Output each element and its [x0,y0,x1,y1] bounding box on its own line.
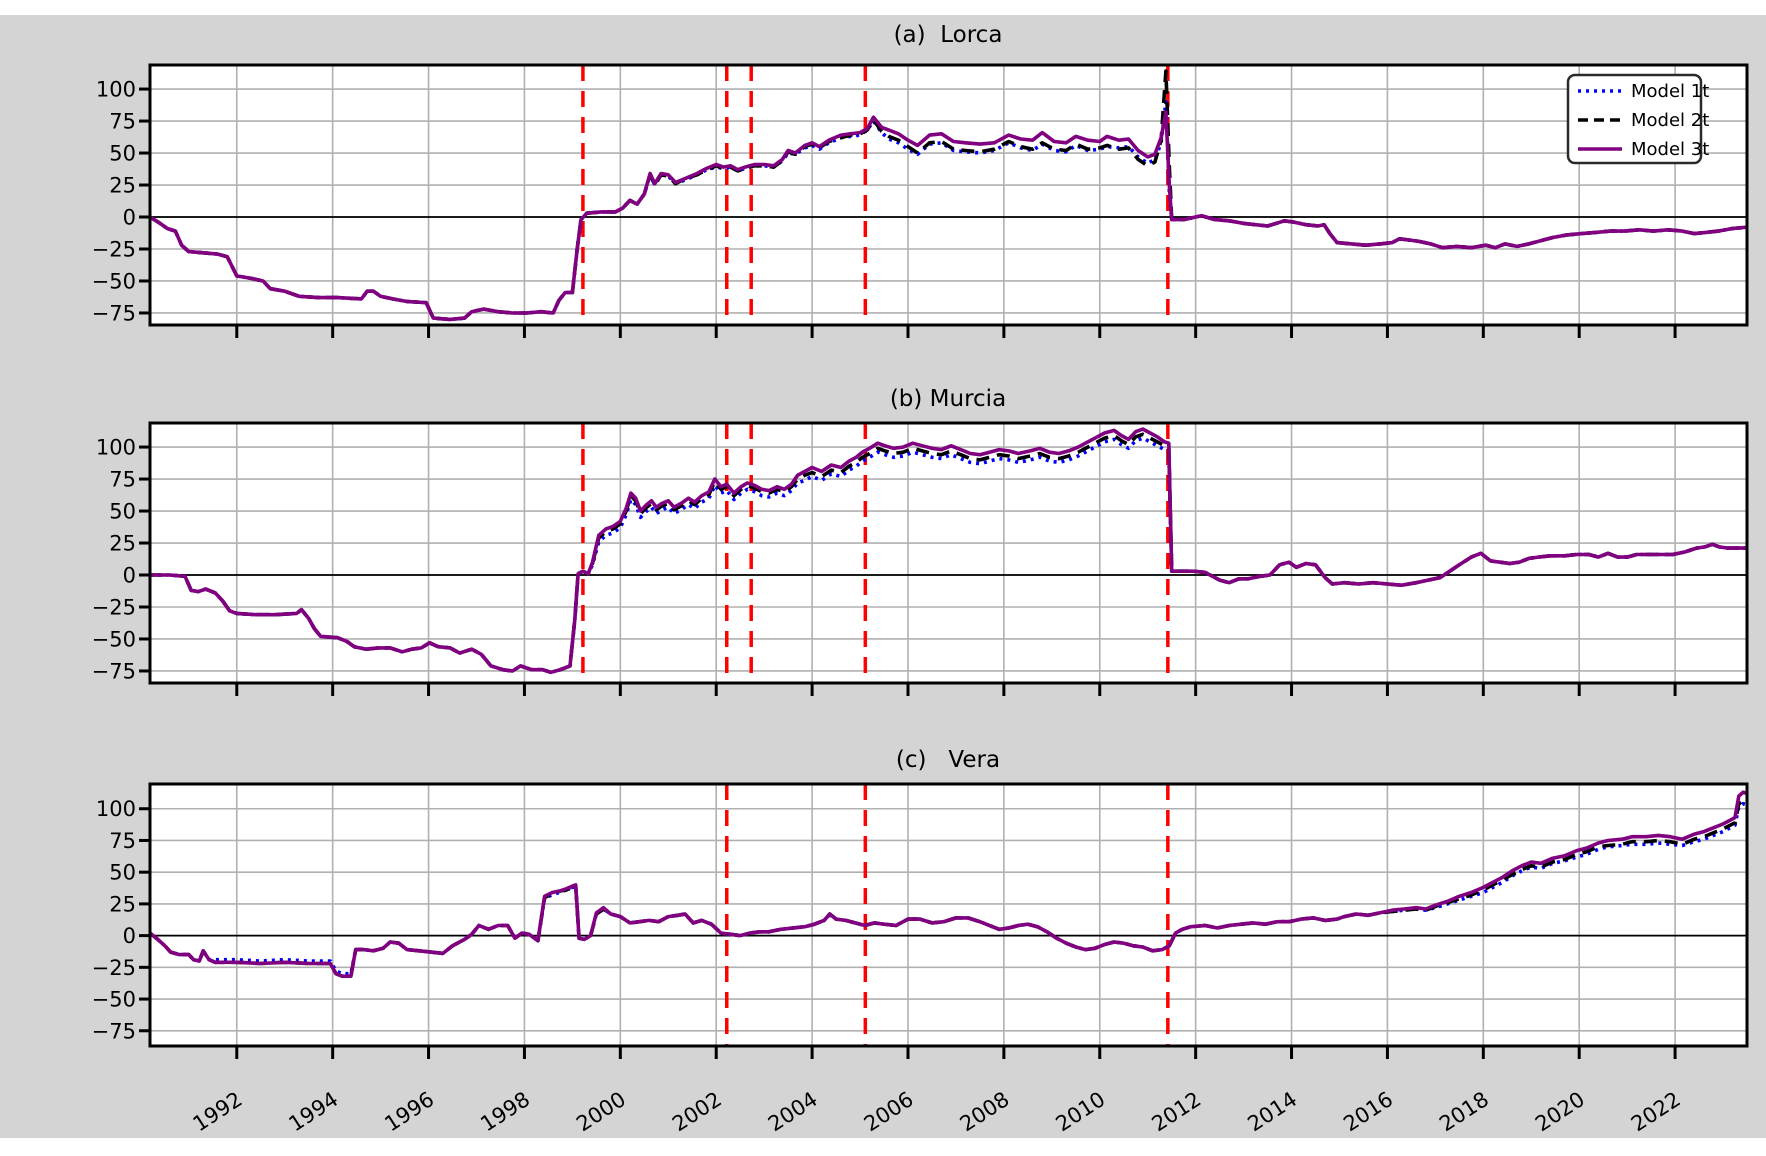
series-model-3t-line [150,427,1747,675]
subplots-group: 1007550250−25−50−751007550250−25−50−7510… [92,63,1749,1136]
y-tick-label: −50 [92,988,136,1012]
subplot-b: 100 75 50 25 0 −25 −50 −75 [92,421,1749,696]
y-tick-label: 0 [123,206,136,230]
y-tick-label: −75 [92,301,136,325]
y-tick-label: −75 [92,1019,136,1043]
y-tick-label: −75 [92,659,136,683]
y-tick-label: 100 [96,797,136,821]
axes-background [150,423,1747,683]
subplot-a-title: (a) Lorca [894,22,1003,48]
y-tick-label: −50 [92,627,136,651]
y-tick-label: 75 [109,829,136,853]
legend-label-model-2t: Model 2t [1631,110,1709,131]
y-tick-labels: 100 75 50 25 0 −25 −50 −75 [92,436,136,684]
legend: Model 1t Model 2t Model 3t [1566,73,1709,165]
y-tick-labels: 100 75 50 25 0 −25 −50 −75 [92,797,136,1043]
y-tick-labels: 100 75 50 25 0 −25 −50 −75 [92,78,136,326]
y-tick-label: 50 [109,500,136,524]
axes-frame [148,63,1749,327]
axes-background [150,65,1747,325]
event-lines [581,423,1170,683]
y-tick-label: 100 [96,78,136,102]
y-tick-label: 50 [109,142,136,166]
subplot-a: 100 75 50 25 0 −25 −50 −75 [92,63,1749,338]
tick-marks [139,807,1677,1059]
y-tick-label: 50 [109,861,136,885]
event-lines [581,65,1170,325]
subplot-c-title: (c) Vera [896,747,1000,773]
y-tick-label: 25 [109,174,136,198]
y-tick-label: 0 [123,924,136,948]
y-tick-label: −50 [92,269,136,293]
legend-label-model-3t: Model 3t [1631,139,1709,160]
axes-background [150,784,1747,1046]
y-tick-label: −25 [92,595,136,619]
series-model-3t-line [150,110,1747,322]
legend-label-model-1t: Model 1t [1631,81,1709,102]
y-tick-label: 0 [123,564,136,588]
subplot-b-title: (b) Murcia [890,386,1006,412]
tick-marks [139,445,1677,696]
y-tick-label: 100 [96,436,136,460]
axes-frame [148,782,1749,1048]
tick-marks [139,87,1677,338]
y-tick-label: 75 [109,110,136,134]
axes-frame [148,421,1749,685]
series-model-2t-line [150,69,1747,322]
series-model-3t-line [150,790,1747,978]
legend-box [1566,73,1703,165]
y-tick-label: −25 [92,956,136,980]
y-tick-label: −25 [92,237,136,261]
event-lines [725,784,1170,1046]
y-tick-label: 25 [109,532,136,556]
y-tick-label: 25 [109,892,136,916]
y-tick-label: 75 [109,468,136,492]
